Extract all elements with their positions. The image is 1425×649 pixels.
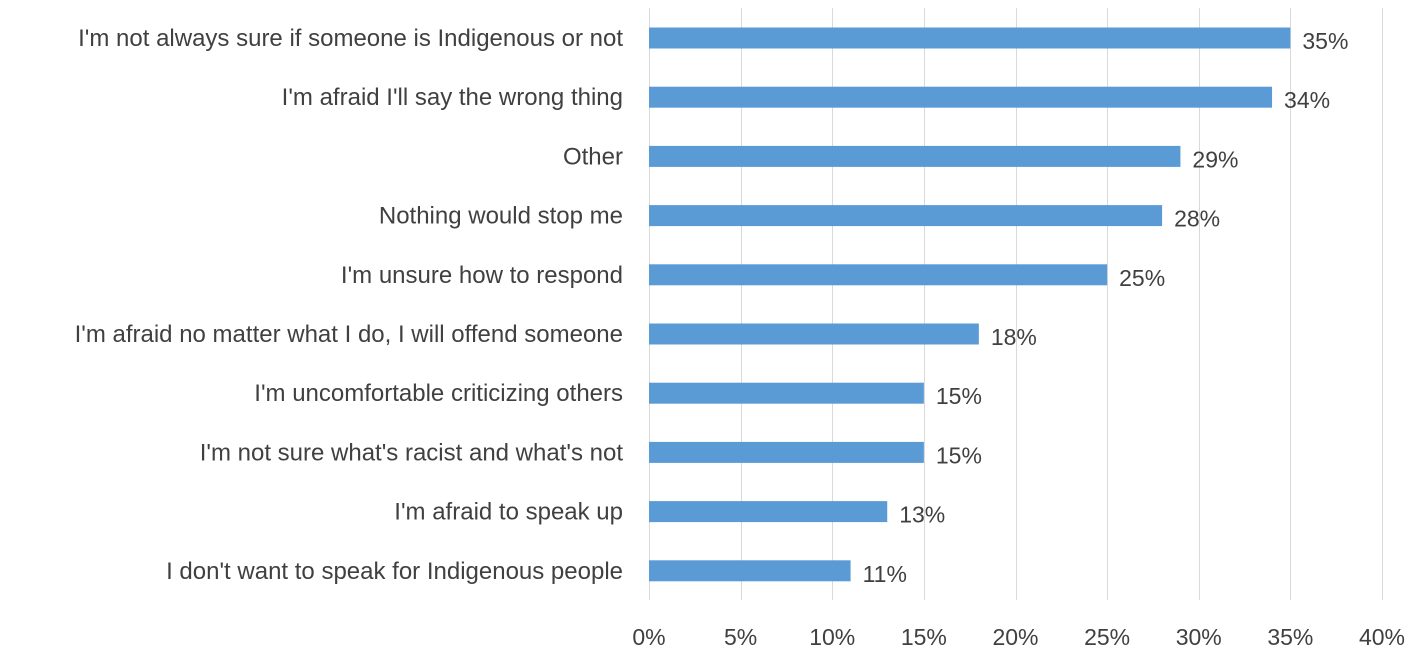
data-label-5: 18% <box>991 324 1037 350</box>
category-label-3: Nothing would stop me <box>379 203 623 230</box>
x-tick-label-5: 5% <box>724 624 757 649</box>
bar-1 <box>649 86 1273 108</box>
data-label-6: 15% <box>936 383 982 409</box>
bar-6 <box>649 382 924 404</box>
x-tick-label-40: 40% <box>1359 624 1405 649</box>
category-label-2: Other <box>563 143 623 170</box>
x-tick-label-15: 15% <box>901 624 947 649</box>
bar-7 <box>649 441 924 463</box>
category-label-5: I'm afraid no matter what I do, I will o… <box>75 321 623 348</box>
bar-9 <box>649 560 851 582</box>
x-tick-label-30: 30% <box>1176 624 1222 649</box>
bar-0 <box>649 27 1291 49</box>
x-tick-label-35: 35% <box>1267 624 1313 649</box>
bar-2 <box>649 145 1181 167</box>
data-label-3: 28% <box>1174 206 1220 232</box>
data-label-4: 25% <box>1119 265 1165 291</box>
data-label-0: 35% <box>1302 28 1348 54</box>
data-label-2: 29% <box>1192 146 1238 172</box>
category-label-6: I'm uncomfortable criticizing others <box>254 380 623 407</box>
data-label-8: 13% <box>899 502 945 528</box>
data-label-1: 34% <box>1284 87 1330 113</box>
x-tick-label-20: 20% <box>992 624 1038 649</box>
category-label-0: I'm not always sure if someone is Indige… <box>78 25 623 52</box>
x-tick-label-25: 25% <box>1084 624 1130 649</box>
category-label-7: I'm not sure what's racist and what's no… <box>200 439 624 466</box>
bar-4 <box>649 264 1108 286</box>
category-label-8: I'm afraid to speak up <box>394 499 623 526</box>
x-tick-label-10: 10% <box>809 624 855 649</box>
data-label-9: 11% <box>863 561 907 587</box>
x-tick-label-0: 0% <box>632 624 665 649</box>
bar-3 <box>649 205 1163 227</box>
data-label-7: 15% <box>936 442 982 468</box>
category-label-4: I'm unsure how to respond <box>341 262 623 289</box>
bar-8 <box>649 501 888 523</box>
bar-5 <box>649 323 979 345</box>
category-label-1: I'm afraid I'll say the wrong thing <box>282 84 623 111</box>
category-label-9: I don't want to speak for Indigenous peo… <box>166 558 623 585</box>
